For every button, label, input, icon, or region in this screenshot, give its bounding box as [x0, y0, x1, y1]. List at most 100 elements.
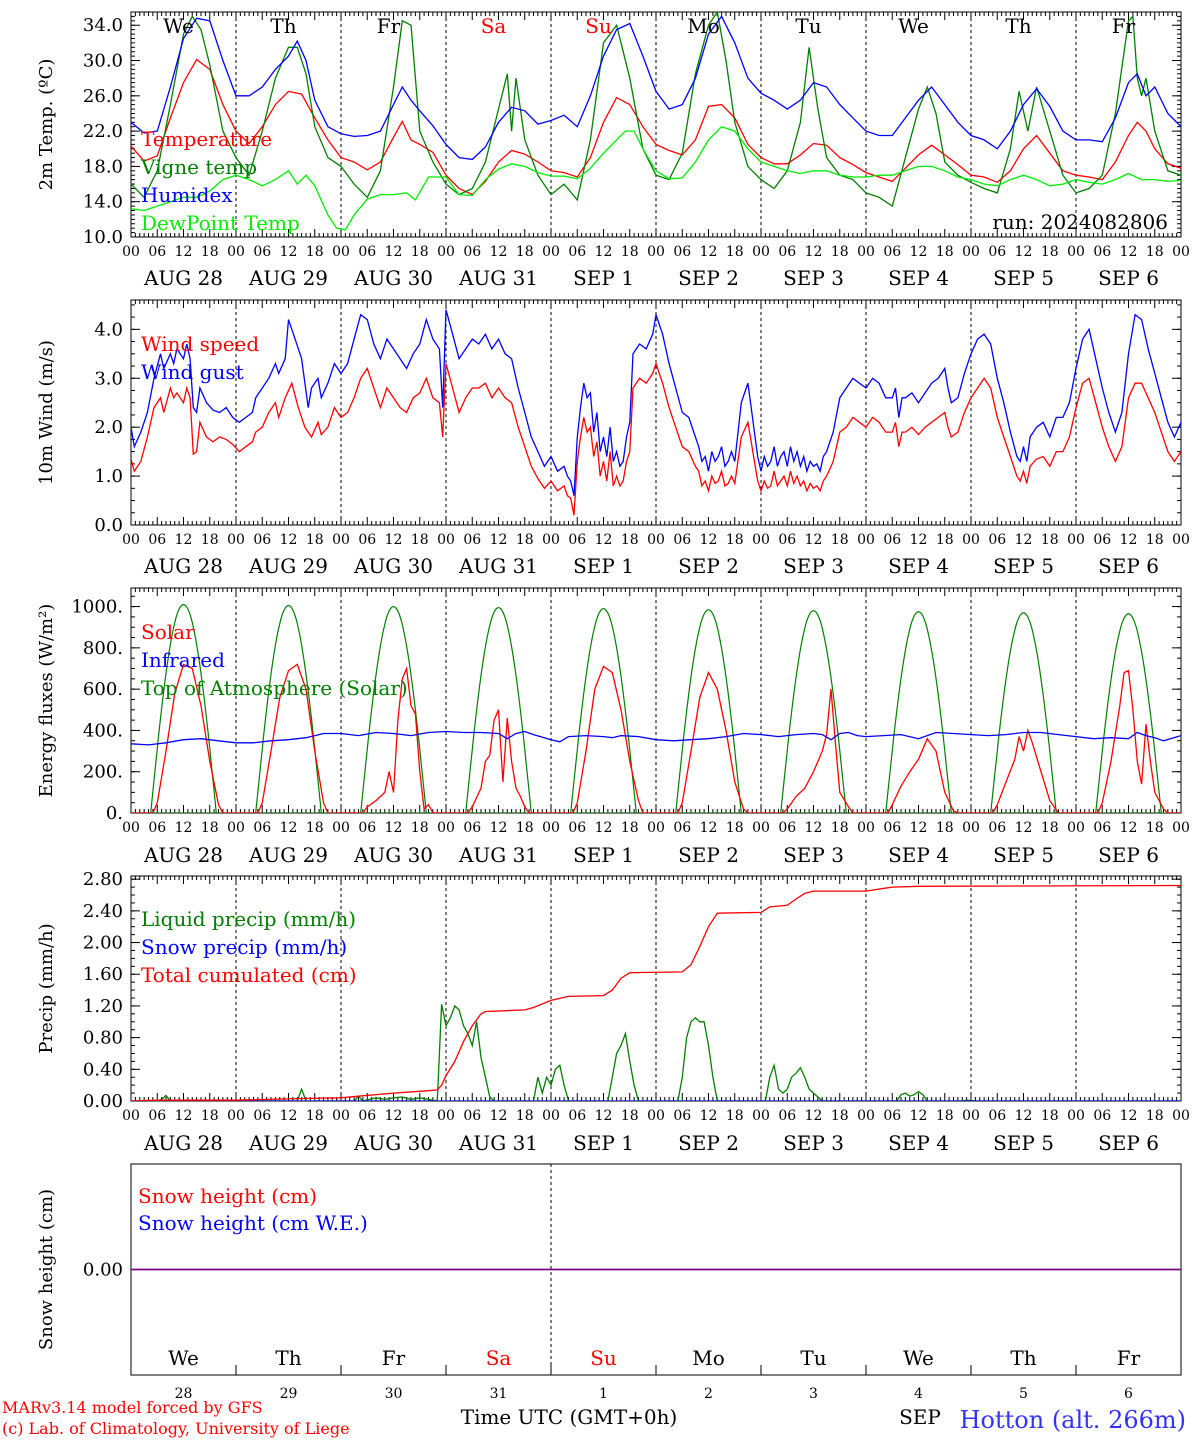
y-tick-label: 0.00 [83, 1260, 123, 1281]
date-label: SEP 4 [888, 843, 949, 867]
hour-label: 00 [437, 1108, 455, 1124]
hour-label: 18 [1041, 820, 1059, 836]
legend-entry: Snow height (cm W.E.) [138, 1211, 368, 1235]
y-tick-label: 800. [83, 638, 123, 659]
date-label: AUG 28 [143, 554, 223, 578]
hour-label: 18 [831, 1108, 849, 1124]
hour-label: 12 [490, 532, 508, 548]
hour-label: 06 [883, 532, 901, 548]
date-label: SEP 4 [888, 266, 949, 290]
date-label: SEP 6 [1098, 843, 1159, 867]
y-tick-label: 200. [83, 762, 123, 783]
legend-entry: Solar [141, 620, 195, 644]
hour-label: 00 [122, 532, 140, 548]
hour-label: 00 [857, 820, 875, 836]
hour-label: 12 [1015, 1108, 1033, 1124]
date-label: SEP 1 [573, 554, 634, 578]
hour-label: 00 [752, 244, 770, 260]
hour-label: 00 [1172, 244, 1190, 260]
series-top-of-atmosphere-solar [131, 603, 1181, 813]
day-number-label: 30 [385, 1386, 403, 1402]
date-label: AUG 28 [143, 266, 223, 290]
y-tick-label: 1.60 [83, 964, 123, 985]
hour-label: 18 [831, 532, 849, 548]
weekday-label-top: We [898, 14, 929, 38]
hour-label: 12 [490, 1108, 508, 1124]
y-axis-label: 2m Temp. (ºC) [36, 59, 57, 191]
hour-label: 06 [1093, 820, 1111, 836]
hour-label: 12 [700, 244, 718, 260]
hour-label: 12 [385, 1108, 403, 1124]
legend-entry: Top of Atmosphere (Solar) [141, 676, 408, 700]
hour-label: 00 [857, 244, 875, 260]
hour-label: 00 [1067, 244, 1085, 260]
hour-label: 12 [175, 1108, 193, 1124]
date-label: AUG 31 [458, 1131, 538, 1155]
y-tick-label: 10.0 [83, 227, 123, 248]
hour-label: 12 [595, 1108, 613, 1124]
hour-label: 12 [805, 532, 823, 548]
hour-label: 18 [411, 532, 429, 548]
hour-label: 00 [752, 820, 770, 836]
day-number-label: 2 [704, 1386, 713, 1402]
date-label: SEP 2 [678, 554, 739, 578]
hour-label: 06 [673, 532, 691, 548]
hour-label: 00 [542, 1108, 560, 1124]
date-label: AUG 28 [143, 843, 223, 867]
hour-label: 06 [463, 820, 481, 836]
date-label: SEP 6 [1098, 1131, 1159, 1155]
hour-label: 12 [910, 1108, 928, 1124]
weekday-label-bottom: Fr [1117, 1346, 1141, 1370]
hour-label: 00 [437, 820, 455, 836]
weekday-label-top: We [163, 14, 194, 38]
hour-label: 00 [332, 820, 350, 836]
y-axis-label: Precip (mm/h) [36, 923, 57, 1053]
month-label-overlap: SEP [899, 1405, 941, 1429]
hour-label: 06 [673, 820, 691, 836]
hour-label: 12 [1120, 244, 1138, 260]
date-label: SEP 2 [678, 266, 739, 290]
weekday-label-top: Tu [795, 14, 821, 38]
hour-label: 18 [306, 1108, 324, 1124]
hour-label: 06 [883, 1108, 901, 1124]
hour-label: 00 [752, 1108, 770, 1124]
y-tick-label: 1.20 [83, 996, 123, 1017]
weekday-label-bottom: We [168, 1346, 199, 1370]
legend-entry: DewPoint Temp [141, 211, 300, 235]
day-number-label: 3 [809, 1386, 818, 1402]
y-tick-label: 14.0 [83, 192, 123, 213]
weekday-label-top: Sa [481, 14, 507, 38]
hour-label: 06 [358, 244, 376, 260]
series-infrared [131, 730, 1181, 746]
hour-label: 18 [831, 820, 849, 836]
day-number-label: 6 [1124, 1386, 1133, 1402]
y-tick-label: 3.0 [94, 368, 123, 389]
hour-label: 06 [358, 820, 376, 836]
hour-label: 06 [463, 532, 481, 548]
y-axis-label: 10m Wind (m/s) [36, 340, 57, 485]
hour-label: 00 [227, 820, 245, 836]
y-tick-label: 2.00 [83, 933, 123, 954]
weekday-label-top: Fr [377, 14, 401, 38]
legend-entry: Snow precip (mm/h) [141, 935, 347, 959]
day-number-label: 28 [175, 1386, 193, 1402]
hour-label: 18 [621, 1108, 639, 1124]
hour-label: 00 [857, 532, 875, 548]
series-group [131, 884, 1181, 1101]
hour-label: 18 [1146, 532, 1164, 548]
hour-label: 06 [988, 820, 1006, 836]
panel-3: 00 06 12 18 00 06 12 18 00 06 12 18 00 06 12 18 00 06 12 18… [36, 587, 1190, 867]
date-label: AUG 30 [353, 266, 433, 290]
hour-label: 12 [385, 820, 403, 836]
hour-label: 00 [857, 1108, 875, 1124]
series-total-cumulated-cm [131, 884, 1181, 1101]
hour-label: 06 [463, 1108, 481, 1124]
hour-label: 00 [647, 244, 665, 260]
date-label: SEP 3 [783, 1131, 844, 1155]
date-label: SEP 1 [573, 843, 634, 867]
hour-label: 18 [726, 1108, 744, 1124]
hour-label: 12 [1120, 820, 1138, 836]
hour-label: 18 [726, 244, 744, 260]
y-axis-label: Energy fluxes (W/m²) [36, 604, 57, 798]
hour-label: 18 [726, 820, 744, 836]
